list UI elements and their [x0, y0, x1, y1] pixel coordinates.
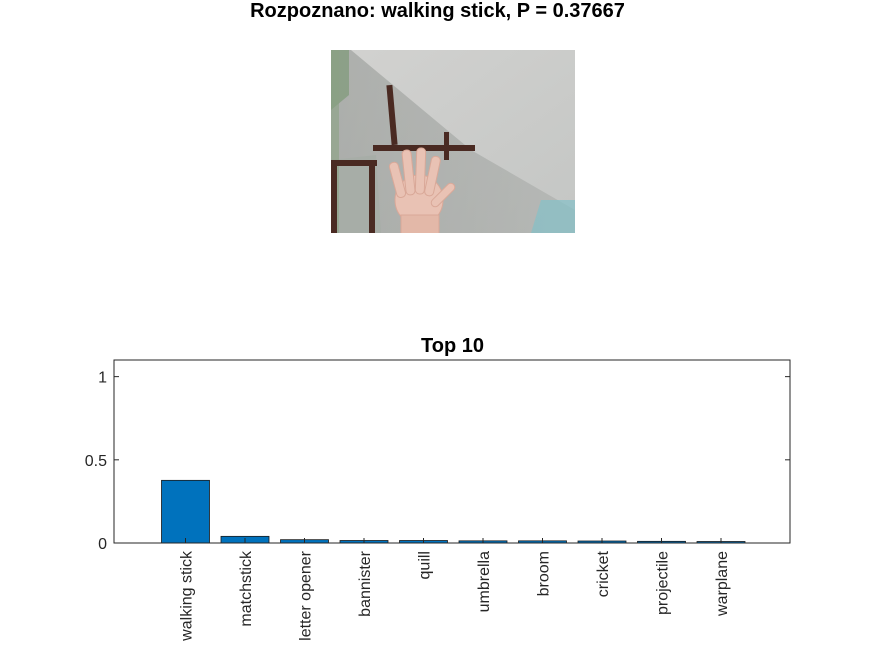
bar-walking-stick	[161, 479, 210, 544]
chart-title: Top 10	[421, 335, 484, 357]
plot-area	[114, 360, 790, 543]
y-tick-label: 1	[98, 370, 107, 387]
hand-photo-icon	[331, 50, 575, 233]
y-tick-label: 0	[98, 536, 107, 553]
x-tick-label: broom	[536, 551, 553, 596]
x-tick-label: warplane	[714, 551, 731, 617]
webcam-photo	[331, 50, 575, 233]
x-tick-label: bannister	[357, 550, 374, 616]
x-tick-label: umbrella	[476, 551, 493, 612]
x-tick-label: matchstick	[238, 550, 255, 627]
x-tick-label: letter opener	[298, 550, 315, 641]
x-tick-label: cricket	[595, 550, 612, 597]
axes-box	[113, 359, 791, 544]
x-tick-label: walking stick	[179, 550, 196, 642]
x-tick-label: projectile	[655, 551, 672, 615]
y-tick-label: 0.5	[85, 453, 107, 470]
image-title: Rozpoznano: walking stick, P = 0.37667	[250, 0, 625, 22]
x-tick-label: quill	[417, 551, 434, 579]
